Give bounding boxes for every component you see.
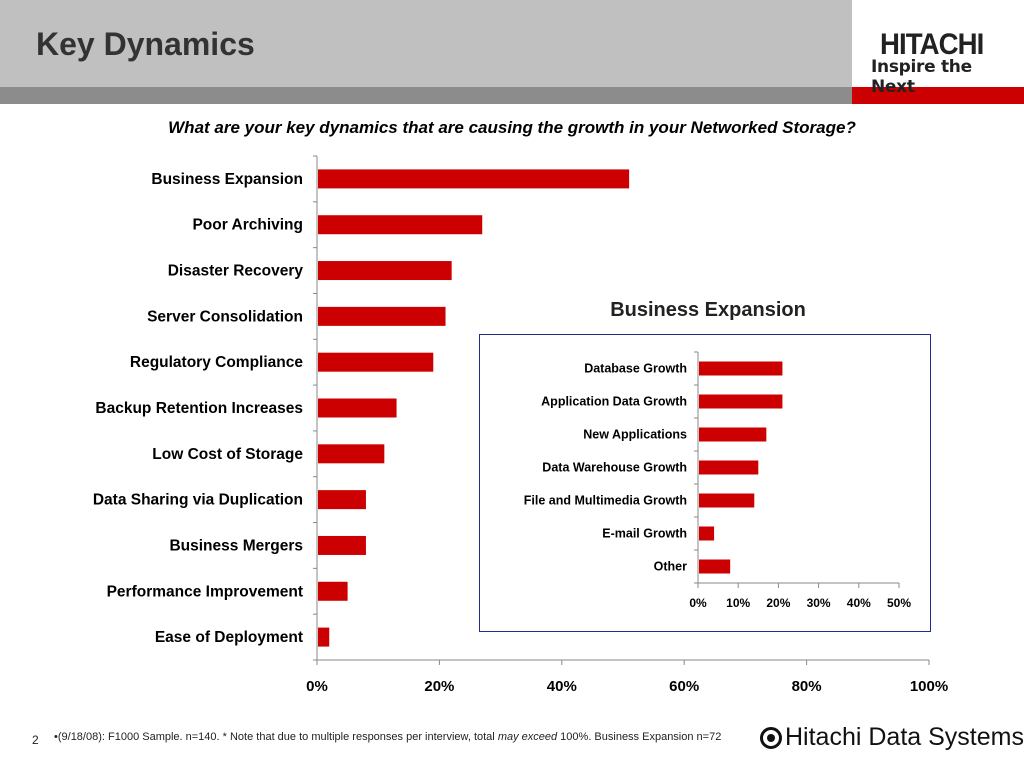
x-tick-label: 0%: [306, 678, 328, 695]
category-label: Other: [654, 560, 687, 574]
category-label: Backup Retention Increases: [95, 400, 303, 417]
x-tick-label: 40%: [547, 678, 577, 695]
inset-chart-box: 0% 10% 20% 30% 40% 50% Database Growth Applicat…: [479, 334, 931, 632]
header-gray-stripe: [0, 87, 852, 104]
category-label: E-mail Growth: [602, 527, 687, 541]
bar: [699, 493, 755, 508]
bar: [699, 460, 759, 475]
bar: [318, 169, 630, 189]
inset-bar-chart: 0% 10% 20% 30% 40% 50% Database Growth Applicat…: [524, 351, 911, 610]
category-label: Performance Improvement: [107, 583, 303, 600]
x-tick-label: 0%: [689, 596, 707, 610]
x-tick-label: 20%: [424, 678, 454, 695]
category-label: Business Mergers: [169, 537, 303, 554]
footer-note: •(9/18/08): F1000 Sample. n=140. * Note …: [54, 731, 721, 743]
bar: [699, 427, 767, 442]
x-tick-label: 80%: [792, 678, 822, 695]
main-bar-chart: 0% 20% 40% 60% 80% 100% Business Expansion Poor…: [93, 155, 948, 695]
bar: [699, 526, 715, 541]
x-tick-label: 60%: [669, 678, 699, 695]
x-tick-label: 40%: [847, 596, 871, 610]
category-label: New Applications: [583, 428, 687, 442]
bar: [318, 581, 348, 601]
bar: [318, 215, 483, 235]
category-label: Disaster Recovery: [168, 263, 304, 280]
category-label: File and Multimedia Growth: [524, 494, 687, 508]
x-tick-label: 20%: [766, 596, 790, 610]
page-number: 2: [32, 733, 39, 747]
inset-chart-title: Business Expansion: [610, 299, 806, 321]
footer-note-prefix: •(9/18/08): F1000 Sample. n=140. * Note …: [54, 731, 498, 743]
bar: [699, 361, 783, 376]
hds-logo-text: Hitachi Data Systems: [785, 723, 1024, 751]
category-label: Server Consolidation: [147, 308, 303, 325]
footer-note-emphasis: may exceed: [497, 731, 558, 743]
x-tick-label: 10%: [726, 596, 750, 610]
category-label: Regulatory Compliance: [130, 354, 303, 371]
category-label: Poor Archiving: [192, 217, 303, 234]
hds-emblem-icon: [760, 727, 782, 749]
category-label: Ease of Deployment: [155, 629, 303, 646]
category-label: Low Cost of Storage: [152, 446, 303, 463]
logo-name: HITACHI: [880, 28, 984, 61]
x-tick-label: 100%: [910, 678, 948, 695]
x-tick-label: 50%: [887, 596, 911, 610]
logo-tagline: Inspire the Next: [871, 57, 972, 97]
bar: [699, 394, 783, 409]
category-label: Database Growth: [584, 362, 687, 376]
footer-note-suffix: 100%. Business Expansion n=72: [557, 731, 722, 743]
category-label: Data Warehouse Growth: [542, 461, 687, 475]
x-tick-label: 30%: [807, 596, 831, 610]
bar: [318, 535, 366, 555]
slide-title: Key Dynamics: [36, 26, 255, 62]
bar: [318, 490, 366, 510]
category-label: Application Data Growth: [541, 395, 687, 409]
category-label: Business Expansion: [151, 171, 303, 188]
bar: [318, 398, 397, 418]
title-band: [0, 0, 852, 87]
bar: [699, 559, 731, 574]
bar: [318, 306, 446, 326]
bar: [318, 352, 434, 372]
bar: [318, 627, 330, 647]
header-red-stripe: [852, 87, 1024, 104]
category-label: Data Sharing via Duplication: [93, 492, 303, 509]
hitachi-data-systems-logo: Hitachi Data Systems: [760, 722, 1024, 754]
hitachi-logo: HITACHI Inspire the Next: [866, 28, 1011, 98]
bar: [318, 261, 452, 281]
chart-question: What are your key dynamics that are caus…: [168, 118, 856, 137]
bar: [318, 444, 385, 464]
